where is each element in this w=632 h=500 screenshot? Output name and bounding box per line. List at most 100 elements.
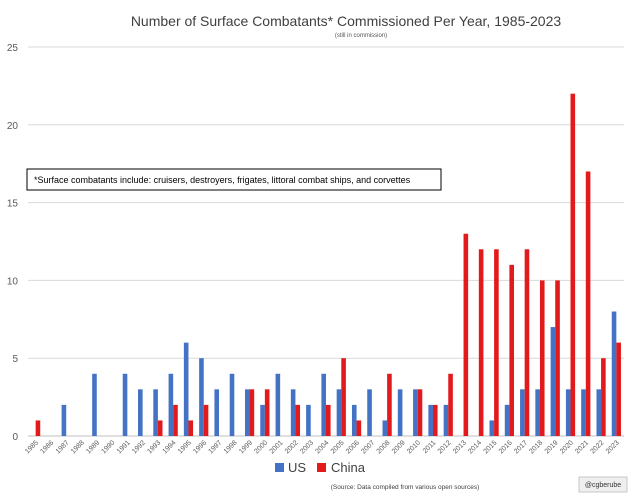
bar-china-2008 bbox=[387, 373, 392, 436]
bar-us-1996 bbox=[199, 358, 204, 436]
x-tick-label: 1991 bbox=[116, 439, 132, 455]
x-tick-label: 2001 bbox=[269, 439, 285, 455]
x-tick-label: 2022 bbox=[590, 439, 606, 455]
bar-china-2005 bbox=[341, 358, 346, 436]
bar-china-2006 bbox=[356, 420, 362, 436]
x-tick-label: 2019 bbox=[544, 439, 560, 455]
y-tick-label: 5 bbox=[12, 354, 18, 365]
bar-china-2019 bbox=[555, 280, 560, 436]
bar-us-2012 bbox=[443, 404, 449, 436]
x-tick-label: 2018 bbox=[528, 439, 544, 455]
bar-us-1994 bbox=[168, 373, 174, 436]
y-tick-label: 20 bbox=[7, 121, 19, 132]
y-tick-label: 10 bbox=[7, 276, 19, 287]
bar-us-2008 bbox=[382, 420, 388, 436]
x-tick-label: 2007 bbox=[360, 439, 376, 455]
x-tick-label: 1999 bbox=[238, 439, 254, 455]
x-tick-label: 2009 bbox=[391, 439, 407, 455]
x-tick-label: 2011 bbox=[422, 439, 438, 455]
chart-subtitle: (still in commission) bbox=[335, 33, 387, 39]
bar-china-2011 bbox=[432, 404, 438, 436]
author-handle: @cgberube bbox=[578, 476, 628, 493]
source-note: (Source: Data compiled from various open… bbox=[331, 484, 479, 491]
x-tick-label: 1987 bbox=[55, 439, 71, 455]
bar-us-1991 bbox=[122, 373, 128, 436]
bar-us-2003 bbox=[306, 404, 311, 436]
x-tick-label: 1993 bbox=[146, 439, 162, 455]
bar-us-2000 bbox=[260, 404, 265, 436]
x-tick-label: 2021 bbox=[574, 439, 590, 455]
x-tick-label: 2017 bbox=[513, 439, 529, 455]
bar-china-2002 bbox=[295, 404, 301, 436]
bar-us-2017 bbox=[520, 389, 525, 436]
chart-title: Number of Surface Combatants* Commission… bbox=[131, 13, 562, 29]
bar-us-2006 bbox=[351, 404, 357, 436]
x-tick-label: 2003 bbox=[299, 439, 315, 455]
bar-china-2010 bbox=[417, 389, 423, 436]
x-tick-label: 1986 bbox=[39, 439, 55, 455]
bar-us-2005 bbox=[336, 389, 342, 436]
bar-us-2007 bbox=[367, 389, 372, 436]
bars bbox=[35, 93, 621, 437]
legend-swatch-china bbox=[317, 463, 326, 472]
bar-china-2021 bbox=[585, 171, 591, 437]
bar-us-2001 bbox=[275, 373, 281, 436]
x-tick-label: 2013 bbox=[452, 439, 468, 455]
x-tick-label: 2015 bbox=[483, 439, 499, 455]
bar-china-1985 bbox=[35, 420, 41, 436]
x-tick-label: 1989 bbox=[85, 439, 101, 455]
bar-us-1997 bbox=[214, 389, 220, 436]
bar-china-2020 bbox=[570, 93, 576, 437]
bar-us-1999 bbox=[244, 389, 250, 436]
bar-china-2014 bbox=[478, 249, 484, 436]
bar-china-2012 bbox=[448, 373, 453, 436]
bar-us-1993 bbox=[153, 389, 158, 436]
footnote-text: *Surface combatants include: cruisers, d… bbox=[34, 175, 411, 185]
bar-us-2015 bbox=[489, 420, 495, 436]
bar-us-1998 bbox=[229, 373, 235, 436]
bar-china-1999 bbox=[249, 389, 255, 436]
bar-china-2023 bbox=[616, 342, 621, 436]
x-tick-label: 1990 bbox=[101, 439, 117, 455]
x-tick-label: 1988 bbox=[70, 439, 86, 455]
bar-us-2020 bbox=[565, 389, 571, 436]
bar-us-2022 bbox=[596, 389, 602, 436]
x-tick-label: 2016 bbox=[498, 439, 514, 455]
x-tick-label: 1985 bbox=[24, 439, 40, 455]
x-tick-label: 2014 bbox=[467, 439, 483, 455]
x-tick-label: 1992 bbox=[131, 439, 147, 455]
x-tick-label: 2020 bbox=[559, 439, 575, 455]
y-tick-label: 15 bbox=[7, 199, 19, 210]
x-tick-label: 2012 bbox=[437, 439, 453, 455]
footnote-box: *Surface combatants include: cruisers, d… bbox=[26, 168, 442, 191]
bar-us-2002 bbox=[290, 389, 296, 436]
legend-swatch-us bbox=[275, 463, 284, 472]
bar-us-1995 bbox=[183, 342, 189, 436]
bar-china-1995 bbox=[188, 420, 194, 436]
x-tick-label: 1997 bbox=[207, 439, 223, 455]
x-tick-label: 2004 bbox=[314, 439, 330, 455]
legend-label-china: China bbox=[331, 460, 366, 475]
bar-us-1989 bbox=[92, 373, 97, 436]
bar-china-2016 bbox=[509, 264, 514, 436]
bar-china-2017 bbox=[524, 249, 530, 436]
bar-us-2004 bbox=[321, 373, 326, 436]
x-tick-label: 1995 bbox=[177, 439, 193, 455]
bar-us-2019 bbox=[550, 327, 556, 436]
bar-china-2015 bbox=[494, 249, 499, 436]
bar-us-2009 bbox=[397, 389, 403, 436]
bar-us-1992 bbox=[138, 389, 143, 436]
bar-china-1996 bbox=[203, 404, 209, 436]
bar-china-2018 bbox=[539, 280, 545, 436]
author-handle-text: @cgberube bbox=[585, 482, 621, 489]
bar-us-2018 bbox=[535, 389, 540, 436]
legend-label-us: US bbox=[288, 460, 306, 475]
x-tick-label: 1996 bbox=[192, 439, 208, 455]
bar-china-2000 bbox=[264, 389, 270, 436]
x-tick-label: 2008 bbox=[376, 439, 392, 455]
x-tick-label: 2010 bbox=[406, 439, 422, 455]
x-tick-label: 2023 bbox=[605, 439, 621, 455]
bar-china-2022 bbox=[601, 358, 606, 436]
x-tick-label: 2006 bbox=[345, 439, 361, 455]
x-tick-label: 1994 bbox=[162, 439, 178, 455]
